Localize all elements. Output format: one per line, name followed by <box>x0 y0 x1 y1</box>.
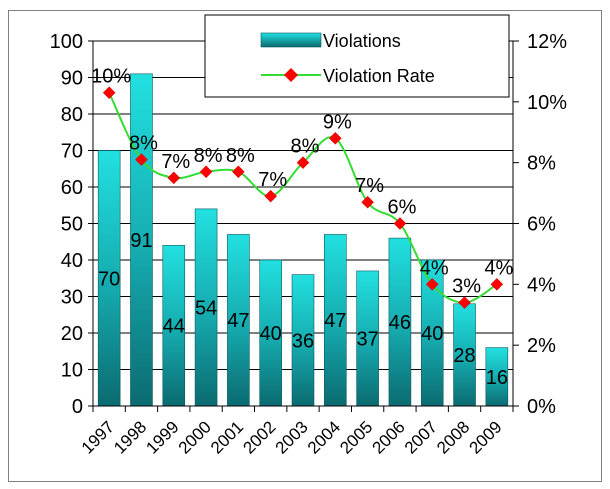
x-tick-label: 2009 <box>465 417 505 457</box>
y-right-tick-label: 2% <box>527 335 556 357</box>
rate-data-label: 3% <box>452 276 481 298</box>
y-left-tick-label: 100 <box>50 31 83 53</box>
y-left-tick-label: 60 <box>61 177 83 199</box>
x-tick-label: 2008 <box>433 417 473 457</box>
rate-data-label: 9% <box>323 111 352 133</box>
rate-data-label: 8% <box>194 145 223 167</box>
rate-marker-2002 <box>264 189 278 203</box>
bar-data-label: 44 <box>163 316 185 338</box>
bar-data-label: 16 <box>486 367 508 389</box>
line-series <box>102 86 504 309</box>
rate-data-label: 4% <box>420 257 449 279</box>
x-tick-label: 2003 <box>272 417 312 457</box>
y-left-tick-label: 70 <box>61 141 83 163</box>
rate-marker-2000 <box>199 165 213 179</box>
x-tick-label: 2005 <box>336 417 376 457</box>
legend-label-violations: Violations <box>323 31 401 51</box>
legend: Violations Violation Rate <box>204 14 510 98</box>
rate-marker-2008 <box>458 296 471 309</box>
y-left-tick-label: 80 <box>61 104 83 126</box>
x-tick-label: 1997 <box>78 417 118 457</box>
rate-data-label: 8% <box>129 133 158 155</box>
rate-marker-2005 <box>361 195 374 209</box>
legend-marker-rate <box>284 68 298 82</box>
y-right-tick-label: 6% <box>527 214 556 236</box>
x-tick-label: 2001 <box>207 417 247 457</box>
x-tick-label: 1998 <box>110 417 150 457</box>
y-left-tick-label: 40 <box>61 250 83 272</box>
y-left-tick-label: 50 <box>61 214 83 236</box>
x-tick-label: 2004 <box>304 417 344 457</box>
y-right-tick-label: 10% <box>527 92 567 114</box>
y-left-tick-label: 90 <box>61 68 83 90</box>
rate-marker-2004 <box>328 131 342 145</box>
bar-data-label: 28 <box>453 345 475 367</box>
bar-data-label: 40 <box>421 323 443 345</box>
legend-label-rate: Violation Rate <box>323 66 435 86</box>
x-tick-label: 2006 <box>369 417 409 457</box>
rate-data-label: 6% <box>387 197 416 219</box>
x-tick-label: 1999 <box>142 417 182 457</box>
bar-data-label: 47 <box>227 310 249 332</box>
rate-marker-2001 <box>232 165 245 179</box>
rate-marker-1999 <box>167 171 181 185</box>
bar-data-label: 47 <box>324 310 346 332</box>
rate-marker-2009 <box>490 277 504 291</box>
x-tick-label: 2000 <box>175 417 215 457</box>
y-right-tick-label: 0% <box>527 396 556 418</box>
legend-box <box>204 14 510 98</box>
rate-data-label: 7% <box>161 151 190 173</box>
bar-series <box>97 73 509 407</box>
bar-data-label: 36 <box>292 330 314 352</box>
bar-data-label: 37 <box>356 328 378 350</box>
rate-data-label: 10% <box>91 66 131 88</box>
y-right-tick-label: 8% <box>527 153 556 175</box>
rate-data-label: 4% <box>484 257 513 279</box>
x-tick-label: 2002 <box>239 417 279 457</box>
y-left-tick-label: 30 <box>61 287 83 309</box>
rate-marker-2007 <box>425 277 439 291</box>
rate-data-label: 7% <box>355 175 384 197</box>
y-right-tick-label: 12% <box>527 31 567 53</box>
y-left-tick-label: 20 <box>61 323 83 345</box>
combo-chart: 0 10 20 30 40 50 60 70 80 90 100 0% 2% 4% 6% 8% 10% 12% 19… <box>50 14 567 458</box>
bar-data-label: 70 <box>98 268 120 290</box>
rate-marker-1997 <box>102 86 116 100</box>
rate-marker-2003 <box>296 156 310 170</box>
rate-data-label: 8% <box>226 145 255 167</box>
bar-data-label: 91 <box>130 230 152 252</box>
bar-data-label: 54 <box>195 297 217 319</box>
bar-data-label: 46 <box>389 312 411 334</box>
chart-frame: 0 10 20 30 40 50 60 70 80 90 100 0% 2% 4% 6% 8% 10% 12% 19… <box>8 10 602 482</box>
y-left-tick-label: 10 <box>61 360 83 382</box>
y-right-tick-label: 4% <box>527 274 556 296</box>
rate-marker-2006 <box>393 217 407 230</box>
bar-data-label: 40 <box>260 323 282 345</box>
rate-data-label: 8% <box>291 136 320 158</box>
rate-data-label: 7% <box>258 169 287 191</box>
x-tick-label: 2007 <box>401 417 441 457</box>
legend-swatch-violations <box>260 32 322 48</box>
y-left-tick-label: 0 <box>72 396 83 418</box>
rate-marker-1998 <box>135 153 148 166</box>
